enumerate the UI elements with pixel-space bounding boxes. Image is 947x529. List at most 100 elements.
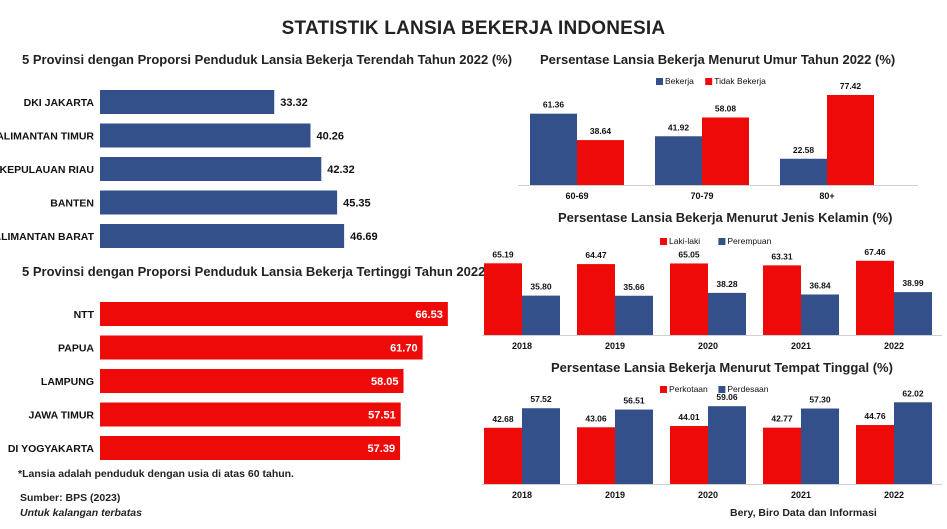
category-label: 2018: [512, 490, 532, 500]
bar: [100, 369, 404, 393]
age-chart-title: Persentase Lansia Bekerja Menurut Umur T…: [540, 52, 896, 67]
legend-swatch: [660, 386, 667, 393]
bar: [100, 157, 322, 181]
bar: [894, 292, 932, 335]
gender-chart-title: Persentase Lansia Bekerja Menurut Jenis …: [558, 210, 893, 225]
category-label: 60-69: [565, 191, 588, 200]
data-label: 61.36: [543, 100, 565, 110]
bar: [577, 264, 615, 335]
data-label: 57.30: [809, 395, 831, 405]
legend-swatch: [718, 386, 726, 393]
legend-label: Perempuan: [727, 236, 771, 246]
bar: [801, 294, 839, 335]
source-note: Sumber: BPS (2023): [20, 492, 121, 504]
bar: [522, 295, 560, 335]
data-label: 38.99: [902, 278, 924, 288]
bar: [763, 427, 801, 484]
category-label: 2018: [512, 341, 532, 351]
data-label: 40.26: [317, 131, 345, 143]
bar: [577, 140, 624, 185]
data-label: 66.53: [415, 309, 443, 321]
bar: [100, 123, 311, 148]
data-label: 58.08: [715, 103, 737, 113]
bar: [615, 409, 653, 484]
legend-swatch: [656, 78, 663, 85]
bar: [100, 402, 401, 427]
data-label: 22.58: [793, 145, 815, 155]
data-label: 57.39: [368, 443, 396, 455]
highest-chart-title: 5 Provinsi dengan Proporsi Penduduk Lans…: [22, 264, 510, 279]
category-label: BANTEN: [50, 198, 94, 210]
age-chart: Bekerja Tidak Bekerja 60-69 61.36 38.64 70-79…: [518, 76, 918, 200]
highest-provinces-chart: NTT 66.53 PAPUA 61.70 LAMPUNG 58.05 JAWA TIMUR…: [8, 302, 448, 460]
legend-label: Perkotaan: [669, 384, 708, 394]
category-label: 70-79: [690, 191, 713, 200]
bar: [827, 94, 874, 185]
legend-label: Laki-laki: [669, 236, 700, 246]
data-label: 62.02: [902, 388, 924, 398]
lowest-chart-title: 5 Provinsi dengan Proporsi Penduduk Lans…: [22, 52, 513, 67]
data-label: 38.28: [716, 279, 738, 289]
bar: [577, 427, 615, 484]
category-label: 2019: [605, 490, 625, 500]
category-label: 2021: [791, 341, 811, 351]
credit-note: Bery, Biro Data dan Informasi: [730, 507, 877, 519]
data-label: 42.77: [771, 414, 793, 424]
bar: [522, 408, 560, 484]
bar: [708, 292, 746, 335]
category-label: PAPUA: [58, 343, 94, 355]
legend-label: Perdesaan: [727, 384, 768, 394]
bar: [530, 113, 577, 185]
category-label: 2022: [884, 490, 904, 500]
data-label: 65.05: [678, 249, 700, 259]
bar: [856, 425, 894, 484]
data-label: 35.66: [623, 282, 645, 292]
data-label: 42.32: [327, 164, 355, 176]
page-title: STATISTIK LANSIA BEKERJA INDONESIA: [281, 18, 666, 39]
footnote: *Lansia adalah penduduk dengan usia di a…: [18, 468, 294, 480]
category-label: DKI JAKARTA: [24, 97, 95, 109]
data-label: 36.84: [809, 280, 831, 290]
bar: [670, 426, 708, 484]
bar: [100, 190, 338, 215]
data-label: 44.76: [864, 411, 886, 421]
data-label: 56.51: [623, 396, 645, 406]
residence-chart: Perkotaan Perdesaan 2018 42.68 57.52 2019 43.0…: [482, 384, 942, 500]
category-label: NTT: [74, 309, 95, 321]
category-label: KALIMANTAN BARAT: [0, 231, 95, 243]
category-label: 2019: [605, 341, 625, 351]
bar: [100, 335, 423, 360]
gender-chart: Laki-laki Perempuan 2018 65.19 35.80 2019 64.4…: [482, 236, 942, 351]
data-label: 57.52: [530, 394, 552, 404]
legend-label: Bekerja: [665, 76, 694, 86]
bar: [780, 158, 827, 185]
category-label: KEPULAUAN RIAU: [0, 164, 94, 176]
category-label: 2020: [698, 341, 718, 351]
category-label: JAWA TIMUR: [28, 410, 94, 422]
data-label: 42.68: [492, 414, 514, 424]
category-label: 80+: [819, 191, 834, 200]
legend-swatch: [705, 78, 713, 85]
bar: [894, 402, 932, 484]
data-label: 77.42: [840, 81, 862, 91]
data-label: 38.64: [590, 126, 612, 136]
bar: [763, 265, 801, 335]
data-label: 61.70: [390, 343, 418, 355]
bar: [100, 90, 275, 114]
lowest-provinces-chart: DKI JAKARTA 33.32 KALIMANTAN TIMUR 40.26 KEP…: [0, 90, 378, 248]
bar: [615, 295, 653, 335]
bar: [801, 408, 839, 484]
data-label: 41.92: [668, 122, 690, 132]
data-label: 59.06: [716, 392, 738, 402]
bar: [100, 436, 401, 460]
category-label: 2020: [698, 490, 718, 500]
legend-swatch: [718, 238, 726, 245]
data-label: 64.47: [585, 250, 607, 260]
data-label: 45.35: [343, 198, 371, 210]
data-label: 35.80: [530, 282, 552, 292]
data-label: 43.06: [585, 413, 607, 423]
data-label: 57.51: [368, 410, 396, 422]
data-label: 65.19: [492, 249, 514, 259]
category-label: DI YOGYAKARTA: [8, 443, 95, 455]
bar: [856, 260, 894, 335]
